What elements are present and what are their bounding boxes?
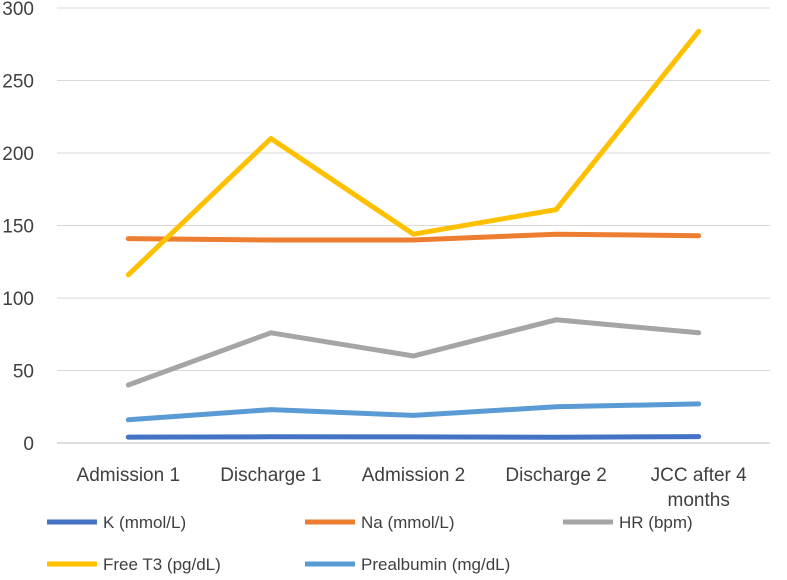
x-tick-label: JCC after 4 months (651, 465, 748, 511)
x-tick-label: Admission 1 (77, 465, 181, 486)
y-tick-label: 150 (2, 217, 34, 238)
x-tick-label-line: Discharge 1 (220, 465, 321, 486)
legend-label: Free T3 (pg/dL) (103, 555, 221, 574)
y-tick-label: 250 (2, 72, 34, 93)
series-line-2 (125, 317, 702, 388)
series-lines (125, 28, 702, 440)
y-tick-label: 300 (2, 0, 34, 20)
y-tick-label: 200 (2, 144, 34, 165)
y-axis: 0 50 100 150 200 250 300 (2, 0, 34, 455)
x-axis: Admission 1 Discharge 1 Admission 2 Dischar… (77, 465, 748, 511)
x-tick-label: Admission 2 (362, 465, 466, 486)
y-tick-label: 100 (2, 289, 34, 310)
legend: K (mmol/L) Na (mmol/L) HR (bpm) Free T3 (pg… (47, 513, 693, 574)
y-tick-label: 0 (23, 434, 34, 455)
y-tick-label: 50 (13, 362, 34, 383)
series-line-4 (125, 401, 702, 423)
x-tick-label: Discharge 1 (220, 465, 321, 486)
x-tick-label-line: Admission 1 (77, 465, 181, 486)
legend-label: HR (bpm) (619, 513, 693, 532)
legend-label: K (mmol/L) (103, 513, 186, 532)
x-tick-label-line: months (668, 490, 730, 511)
x-tick-label-line: Admission 2 (362, 465, 466, 486)
x-tick-label: Discharge 2 (505, 465, 606, 486)
gridlines (57, 7, 770, 444)
x-tick-label-line: JCC after 4 (651, 465, 748, 486)
x-tick-label-line: Discharge 2 (505, 465, 606, 486)
legend-label: Na (mmol/L) (361, 513, 455, 532)
legend-label: Prealbumin (mg/dL) (361, 555, 510, 574)
